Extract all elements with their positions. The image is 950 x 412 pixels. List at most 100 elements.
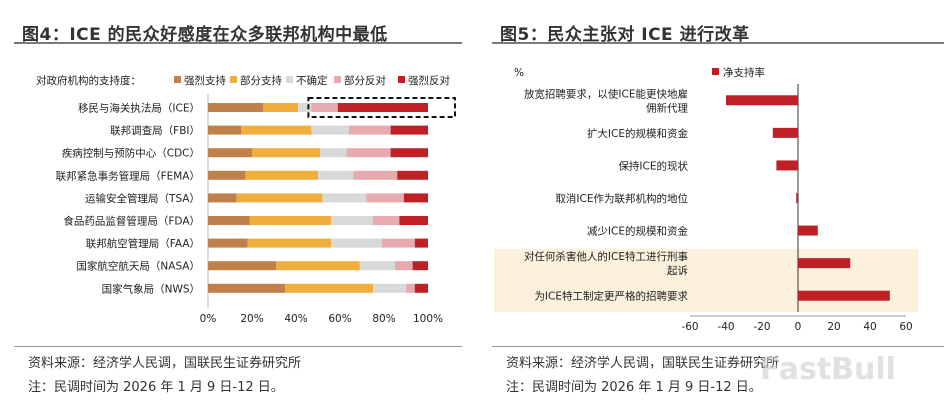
x-tick-label: 80% [372,313,395,325]
bar-segment [208,193,237,203]
legend-swatch [286,76,293,83]
category-label: 对任何杀害他人的ICE特工进行刑事 [524,250,689,263]
legend-label: 净支持率 [723,66,765,79]
net-support-bar [776,160,798,171]
category-label: 运输安全管理局（TSA） [85,192,200,205]
x-tick-label: 20% [240,313,263,325]
bar-segment [318,170,354,180]
category-label: 疾病控制与预防中心（CDC） [62,147,200,160]
bar-segment [208,103,263,112]
net-support-bar [798,258,851,269]
legend-label: 强烈支持 [184,74,226,87]
category-label: 移民与海关执法局（ICE） [78,102,200,115]
y-axis-unit: % [514,67,524,79]
legend-label: 部分反对 [344,74,386,87]
figure-5-source: 资料来源：经济学人民调，国联民生证券研究所 [506,356,780,371]
legend-swatch [230,76,237,83]
category-label: 联邦紧急事务管理局（FEMA） [56,169,200,182]
category-label: 扩大ICE的规模和资金 [587,127,689,140]
x-tick-label: 60% [328,313,351,325]
category-label: 起诉 [667,264,688,277]
bar-segment [359,261,395,271]
bar-segment [390,125,428,135]
bar-segment [249,216,332,225]
figure-5-bottom-rule [492,346,944,347]
bar-segment [208,216,250,225]
bar-segment [208,238,248,248]
x-tick-label: 20 [827,321,840,333]
bar-segment [311,125,349,135]
bar-segment [245,170,318,180]
bar-segment [322,193,367,203]
category-label: 食品药品监督管理局（FDA） [63,215,200,228]
bar-segment [403,193,428,203]
bar-segment [414,238,428,248]
bar-segment [414,283,428,293]
category-label: 国家气象局（NWS） [102,282,200,295]
x-tick-label: 100% [413,313,443,325]
figure-4-title: 图4：ICE 的民众好感度在众多联邦机构中最低 [22,25,388,45]
category-label: 取消ICE作为联邦机构的地位 [555,192,688,205]
category-label: 保持ICE的现状 [618,159,688,172]
legend-swatch [174,76,181,83]
bar-segment [241,125,312,135]
bar-segment [331,216,373,225]
net-support-bar-chart: % 净支持率放宽招聘要求，以使ICE能更快地雇佣新代理扩大ICE的规模和资金保持I… [494,66,918,333]
bar-segment [373,283,406,293]
net-support-bar [726,95,798,106]
bar-segment [399,216,428,225]
bar-segment [337,103,428,112]
figure-5-note: 注：民调时间为 2026 年 1 月 9 日-12 日。 [506,380,762,395]
x-tick-label: -60 [681,321,698,333]
x-tick-label: 60 [899,321,912,333]
category-label: 为ICE特工制定更严格的招聘要求 [534,290,688,303]
bar-segment [311,103,338,112]
x-tick-label: -40 [717,321,734,333]
bar-segment [406,283,415,293]
bar-segment [247,238,332,248]
category-label: 联邦航空管理局（FAA） [86,237,200,250]
figure-4-note: 注：民调时间为 2026 年 1 月 9 日-12 日。 [28,380,284,395]
category-label: 减少ICE的规模和资金 [587,225,689,238]
legend-swatch [334,76,341,83]
highlight-box [307,97,456,118]
x-tick-label: 0% [200,313,217,325]
watermark: FastBull [760,352,896,387]
legend-label: 部分支持 [240,74,282,87]
bar-segment [397,170,428,180]
legend-swatch [712,68,719,75]
bar-segment [412,261,428,271]
bar-segment [366,193,404,203]
legend-label: 强烈反对 [408,74,450,87]
x-tick-label: 0 [795,321,802,333]
category-label: 国家航空航天局（NASA） [76,260,200,273]
bar-segment [276,261,360,271]
figure-4-title-rule [14,42,462,44]
bar-segment [208,283,285,293]
bar-segment [208,170,246,180]
x-tick-label: -20 [753,321,770,333]
bar-segment [298,103,312,112]
net-support-bar [772,127,798,138]
bar-segment [236,193,323,203]
bar-segment [373,216,400,225]
net-support-bar [796,193,798,203]
category-label: 放宽招聘要求，以使ICE能更快地雇 [524,87,688,100]
legend-label: 不确定 [296,74,328,87]
bar-segment [331,238,382,248]
figure-4-bottom-rule [14,346,462,347]
x-tick-label: 40% [284,313,307,325]
bar-segment [208,125,241,135]
bar-segment [348,125,391,135]
bar-segment [208,148,252,158]
category-label: 联邦调查局（FBI） [110,124,200,137]
net-support-bar [798,290,890,301]
legend-title: 对政府机构的支持度： [36,74,141,87]
bar-segment [208,261,277,271]
bar-segment [381,238,415,248]
bar-segment [353,170,398,180]
net-support-bar [798,225,818,236]
figure-4-source: 资料来源：经济学人民调，国联民生证券研究所 [28,356,302,371]
bar-segment [395,261,413,271]
bar-segment [285,283,373,293]
